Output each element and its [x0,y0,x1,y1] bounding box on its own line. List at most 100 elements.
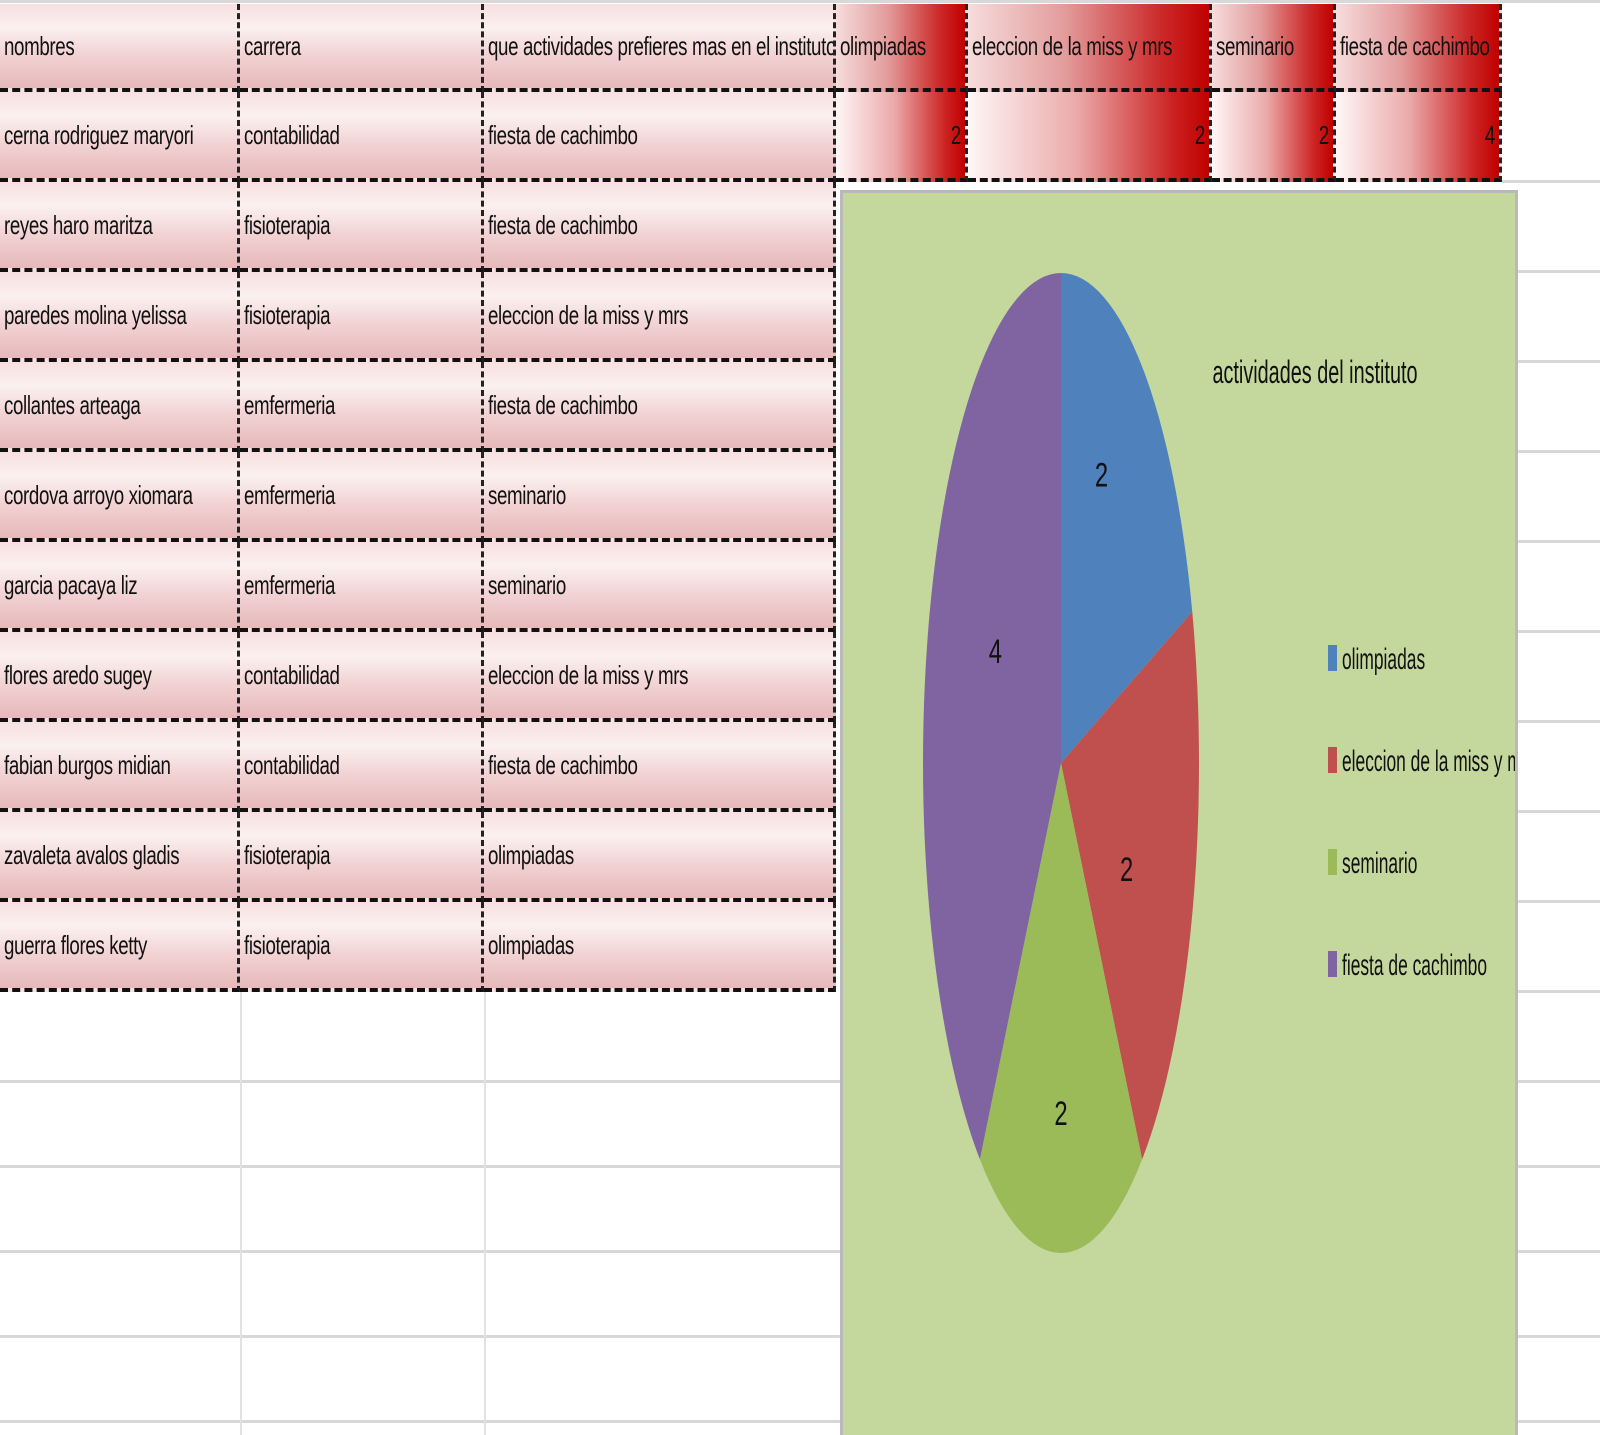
table-cell[interactable]: emfermeria [240,362,484,452]
gridline-horizontal [1502,900,1600,903]
table-cell[interactable]: paredes molina yelissa [0,272,240,362]
table-cell[interactable]: seminario [484,452,836,542]
summary-header-cell[interactable]: eleccion de la miss y mrs [968,4,1212,92]
table-cell-text: olimpiadas [488,930,574,960]
pie-slice-olimpiadas[interactable] [1061,273,1193,763]
legend-swatch [1328,645,1337,671]
table-cell[interactable]: fiesta de cachimbo [484,92,836,182]
table-cell-text: eleccion de la miss y mrs [488,660,689,690]
gridline-horizontal [0,1250,1600,1253]
pie-data-label: 2 [1054,1095,1067,1133]
table-cell[interactable]: fisioterapia [240,272,484,362]
table-cell[interactable]: collantes arteaga [0,362,240,452]
table-cell-text: seminario [488,480,566,510]
summary-header-cell-text: seminario [1216,31,1294,61]
table-cell-text: cordova arroyo xiomara [4,480,193,510]
legend-label: eleccion de la miss y mrs [1342,745,1515,778]
gridline-horizontal [1502,540,1600,543]
pie-data-label: 2 [1095,456,1108,494]
table-cell[interactable]: olimpiadas [484,812,836,902]
table-cell-text: garcia pacaya liz [4,570,138,600]
table-cell-text: collantes arteaga [4,390,141,420]
table-cell[interactable]: fiesta de cachimbo [484,722,836,812]
table-cell-text: contabilidad [244,120,340,150]
summary-value-cell[interactable]: 2 [836,92,968,182]
header-cell-text: nombres [4,31,75,61]
table-cell[interactable]: contabilidad [240,92,484,182]
table-cell[interactable]: fisioterapia [240,182,484,272]
table-cell-text: seminario [488,570,566,600]
table-cell-text: fisioterapia [244,930,331,960]
table-cell[interactable]: guerra flores ketty [0,902,240,992]
table-cell[interactable]: reyes haro maritza [0,182,240,272]
pie-chart-svg: 2 2 2 4 actividades del instituto olimpiadas e… [923,273,1515,1254]
pie-chart[interactable]: 2 2 2 4 actividades del instituto olimpiadas e… [840,190,1518,1435]
table-cell-text: cerna rodriguez maryori [4,120,194,150]
legend-swatch [1328,747,1337,773]
gridline-horizontal [1502,720,1600,723]
table-cell-text: eleccion de la miss y mrs [488,300,689,330]
table-cell[interactable]: flores aredo sugey [0,632,240,722]
table-cell[interactable]: fiesta de cachimbo [484,182,836,272]
gridline-horizontal [0,1165,1600,1168]
table-cell[interactable]: contabilidad [240,632,484,722]
table-cell[interactable]: contabilidad [240,722,484,812]
table-cell[interactable]: emfermeria [240,542,484,632]
pie-slice-fiesta-de-cachimbo[interactable] [923,273,1061,1160]
pie-data-label: 4 [989,633,1002,671]
table-cell[interactable]: zavaleta avalos gladis [0,812,240,902]
pie-slice-seminario[interactable] [979,763,1143,1254]
gridline-horizontal [1502,450,1600,453]
gridline-horizontal [1502,990,1600,993]
table-cell-text: fiesta de cachimbo [488,120,638,150]
legend-swatch [1328,849,1337,875]
table-cell[interactable]: eleccion de la miss y mrs [484,632,836,722]
table-cell[interactable]: emfermeria [240,452,484,542]
gridline-horizontal [1502,270,1600,273]
table-cell[interactable]: cordova arroyo xiomara [0,452,240,542]
summary-value-cell-text: 2 [950,120,961,150]
table-cell[interactable]: fiesta de cachimbo [484,362,836,452]
pie-slice-eleccion-de-la-miss-y-mrs[interactable] [1061,611,1199,1160]
header-cell[interactable]: nombres [0,4,240,92]
table-cell[interactable]: olimpiadas [484,902,836,992]
table-cell-text: fisioterapia [244,210,331,240]
gridline-horizontal [1502,360,1600,363]
table-cell-text: olimpiadas [488,840,574,870]
summary-header-cell[interactable]: fiesta de cachimbo [1336,4,1502,92]
table-cell-text: emfermeria [244,390,336,420]
summary-header-cell[interactable]: seminario [1212,4,1336,92]
table-cell[interactable]: fisioterapia [240,812,484,902]
gridline-vertical [484,992,486,1435]
summary-header-cell-text: fiesta de cachimbo [1340,31,1490,61]
chart-title: actividades del instituto [1212,354,1417,390]
table-cell[interactable]: seminario [484,542,836,632]
summary-value-cell[interactable]: 2 [1212,92,1336,182]
table-cell-text: paredes molina yelissa [4,300,187,330]
summary-value-cell-text: 4 [1484,120,1495,150]
gridline-horizontal [0,1420,1600,1423]
table-cell[interactable]: eleccion de la miss y mrs [484,272,836,362]
table-cell[interactable]: fabian burgos midian [0,722,240,812]
table-cell[interactable]: fisioterapia [240,902,484,992]
gridline-horizontal [1502,630,1600,633]
pie-data-label: 2 [1120,851,1133,889]
table-cell-text: fiesta de cachimbo [488,390,638,420]
legend-label: fiesta de cachimbo [1342,949,1487,982]
table-cell-text: fisioterapia [244,840,331,870]
summary-value-cell[interactable]: 2 [968,92,1212,182]
gridline-top [0,0,1600,3]
legend-label: seminario [1342,847,1417,880]
table-cell-text: contabilidad [244,660,340,690]
table-cell[interactable]: cerna rodriguez maryori [0,92,240,182]
header-cell[interactable]: que actividades prefieres mas en el inst… [484,4,836,92]
table-cell-text: zavaleta avalos gladis [4,840,180,870]
header-cell-text: que actividades prefieres mas en el inst… [488,31,836,61]
summary-header-cell[interactable]: olimpiadas [836,4,968,92]
table-cell-text: flores aredo sugey [4,660,152,690]
header-cell[interactable]: carrera [240,4,484,92]
summary-header-cell-text: eleccion de la miss y mrs [972,31,1173,61]
summary-value-cell[interactable]: 4 [1336,92,1502,182]
table-cell[interactable]: garcia pacaya liz [0,542,240,632]
table-cell-text: fiesta de cachimbo [488,210,638,240]
